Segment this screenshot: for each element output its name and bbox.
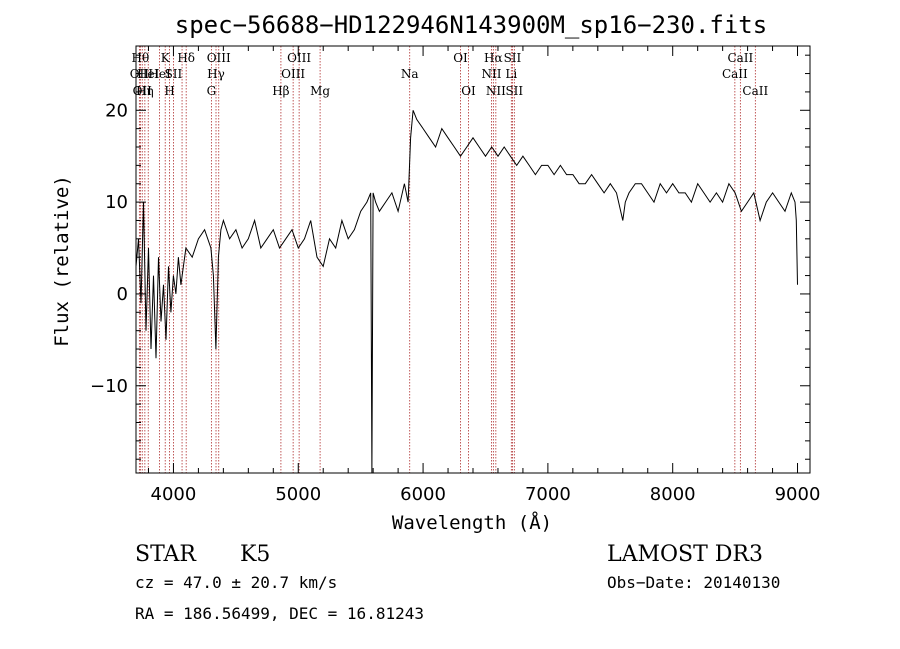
reference-line-label: SII [504, 51, 522, 65]
reference-line-label: Hδ [177, 51, 195, 65]
reference-line-label: OII [133, 84, 153, 98]
survey-name: LAMOST DR3 [607, 542, 763, 567]
plot-frame [135, 45, 811, 474]
object-class: STAR [135, 542, 197, 567]
reference-line-label: Hα [484, 51, 503, 65]
reference-line-label: HeI [148, 67, 171, 81]
reference-line-label: OI [461, 84, 476, 98]
reference-line-label: NII [481, 67, 501, 81]
reference-line-label: OI [453, 51, 468, 65]
x-tick-label: 8000 [650, 484, 696, 505]
redshift-velocity: cz = 47.0 ± 20.7 km/s [135, 573, 337, 592]
reference-line-labels: HθOIIOIIHηHeIHeIKHSIIHδGHγOIIIHβOIIIOIII… [130, 51, 769, 98]
object-subclass: K5 [240, 542, 270, 567]
y-tick-label: 0 [117, 284, 128, 305]
reference-lines [138, 46, 756, 473]
reference-line-label: Hβ [272, 84, 289, 98]
observation-date: Obs−Date: 20140130 [607, 573, 780, 592]
reference-line-label: OIII [207, 51, 231, 65]
y-tick-label: 20 [105, 100, 128, 121]
reference-line-label: SII [165, 67, 183, 81]
chart-title: spec−56688−HD122946N143900M_sp16−230.fit… [175, 11, 767, 39]
spectrum-line [135, 110, 798, 474]
x-tick-label: 6000 [400, 484, 446, 505]
reference-line-label: NII [486, 84, 506, 98]
reference-line-label: CaII [742, 84, 768, 98]
reference-line-label: G [207, 84, 217, 98]
y-tick-label: −10 [90, 376, 128, 397]
reference-line-label: CaII [722, 67, 748, 81]
reference-line-label: Mg [310, 84, 330, 98]
reference-line-label: K [161, 51, 171, 65]
coordinates: RA = 186.56499, DEC = 16.81243 [135, 604, 424, 623]
y-axis-ticks: −10 0 10 20 [90, 54, 810, 460]
reference-line-label: Hθ [132, 51, 150, 65]
reference-line-label: OIII [287, 51, 311, 65]
reference-line-label: Na [401, 67, 419, 81]
reference-line-label: HeI [137, 67, 160, 81]
x-tick-label: 9000 [775, 484, 821, 505]
reference-line-label: SII [505, 84, 523, 98]
y-axis-label: Flux (relative) [51, 175, 73, 347]
x-tick-label: 7000 [525, 484, 571, 505]
reference-line-label: CaII [727, 51, 753, 65]
reference-line-label: Li [505, 67, 517, 81]
reference-line-label: OIII [281, 67, 305, 81]
x-axis-label: Wavelength (Å) [392, 511, 552, 534]
y-tick-label: 10 [105, 192, 128, 213]
x-tick-label: 4000 [151, 484, 197, 505]
reference-line-label: Hη [136, 84, 154, 98]
x-axis-ticks: 4000 5000 6000 7000 8000 9000 [147, 46, 821, 505]
reference-line-label: H [164, 84, 174, 98]
x-tick-label: 5000 [275, 484, 321, 505]
reference-line-label: Hγ [207, 67, 225, 81]
